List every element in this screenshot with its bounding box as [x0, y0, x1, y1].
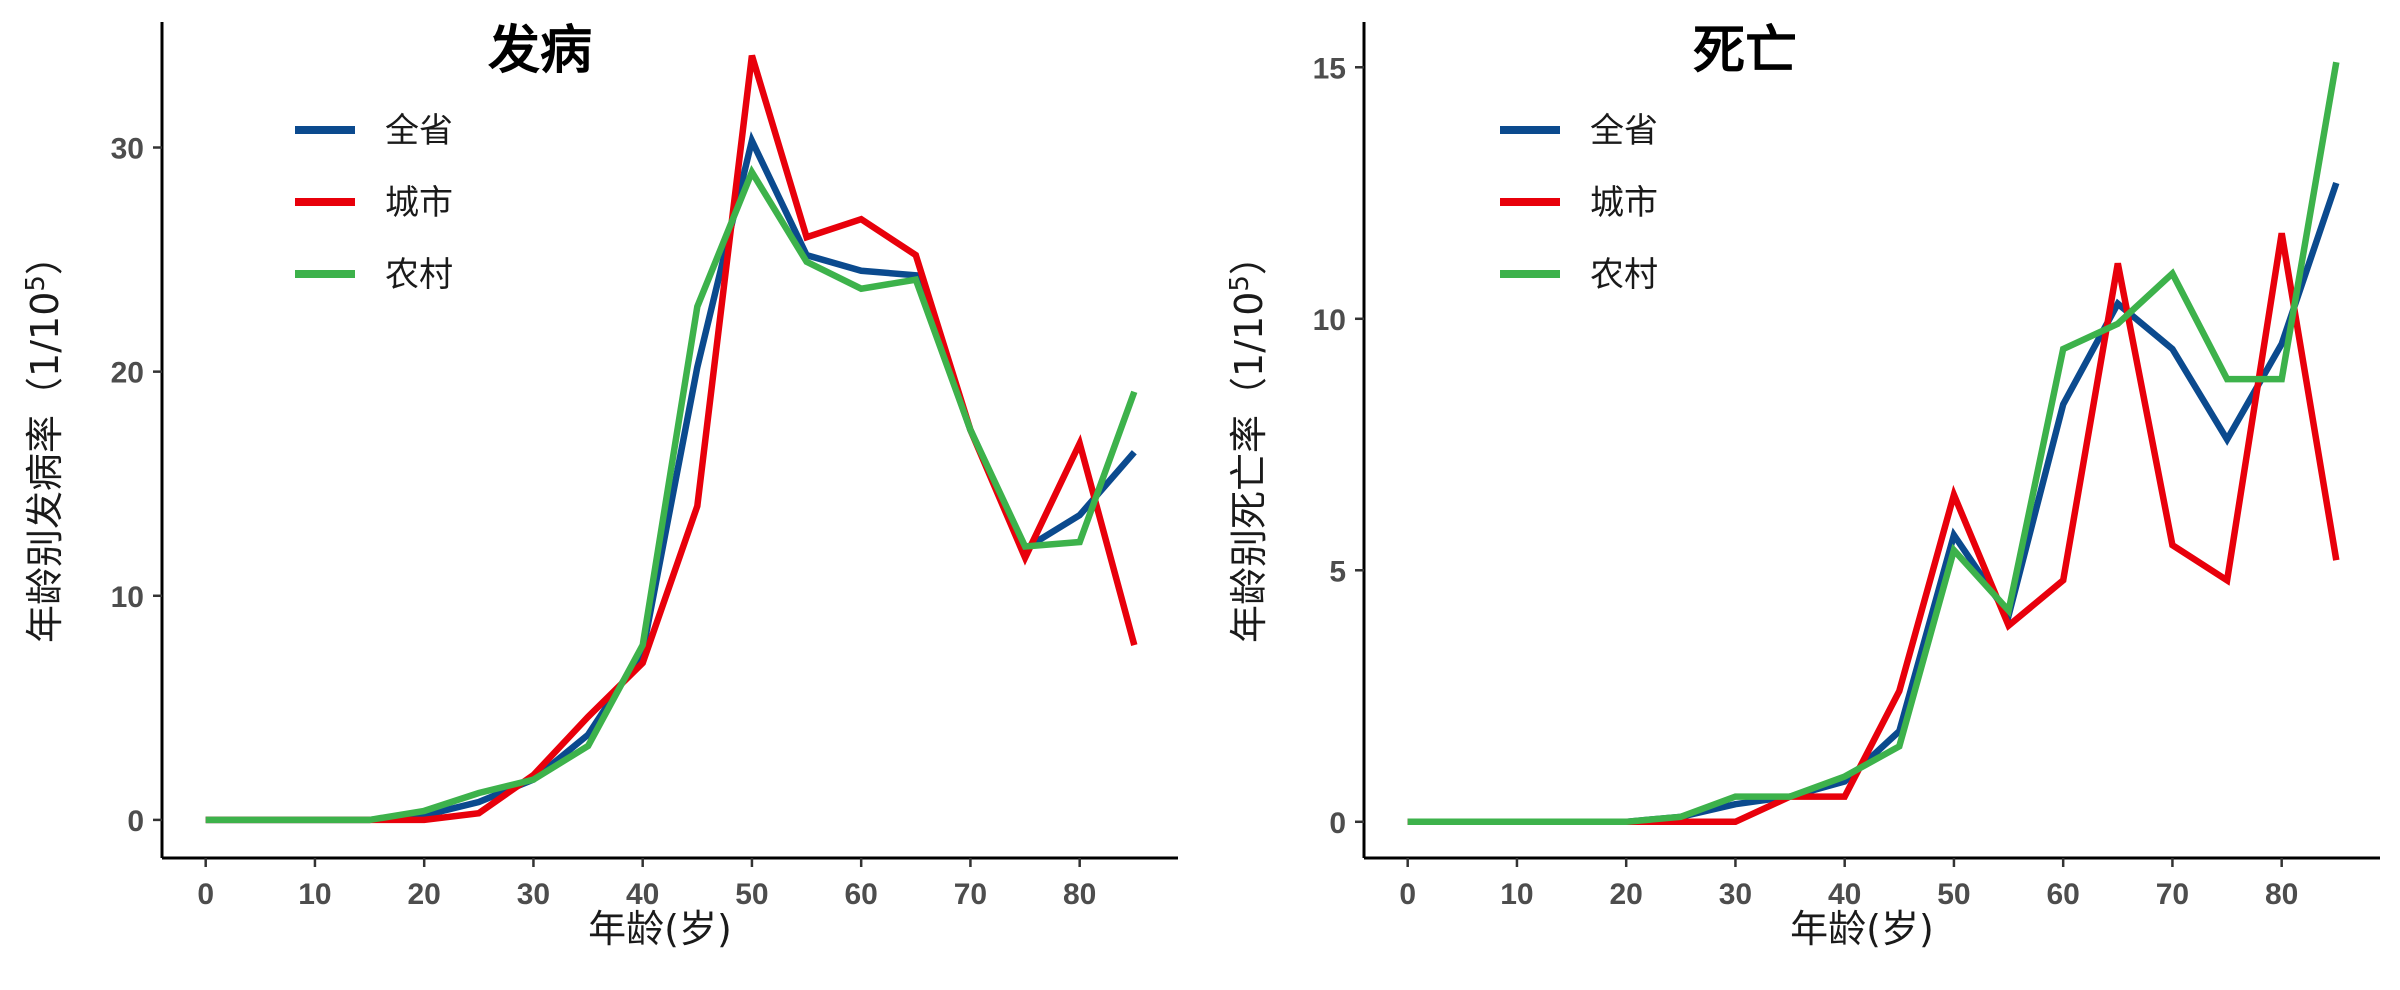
x-tick-label: 40 [1828, 878, 1861, 911]
x-tick-label: 30 [1719, 878, 1752, 911]
y-tick-label: 0 [127, 805, 144, 838]
x-tick-label: 30 [517, 878, 550, 911]
legend-label-1: 全省 [1590, 111, 1658, 151]
series-line-3 [205, 165, 1138, 824]
panel-title: 发病 [488, 21, 592, 81]
legend-label-2: 城市 [385, 183, 453, 223]
x-tick-label: 60 [2046, 878, 2079, 911]
series-line-1 [1407, 181, 2340, 826]
y-axis-title-superscript: 5 [21, 275, 51, 292]
x-tick-label: 10 [1500, 878, 1533, 911]
x-tick-label: 70 [954, 878, 987, 911]
y-tick-label: 20 [111, 357, 144, 390]
x-tick-label: 80 [2265, 878, 2298, 911]
x-tick-label: 70 [2156, 878, 2189, 911]
series-line-2 [205, 54, 1138, 824]
x-tick-label: 40 [626, 878, 659, 911]
y-axis-title-end: ） [1227, 237, 1271, 275]
x-tick-label: 10 [298, 878, 331, 911]
x-tick-label: 80 [1063, 878, 1096, 911]
y-axis-title-superscript: 5 [1225, 275, 1255, 292]
x-tick-label: 20 [1610, 878, 1643, 911]
legend-label-3: 农村 [385, 255, 453, 295]
legend-label-1: 全省 [385, 111, 453, 151]
y-tick-label: 5 [1329, 555, 1346, 588]
y-tick-label: 10 [1313, 304, 1346, 337]
legend-label-2: 城市 [1590, 183, 1658, 223]
x-tick-label: 60 [844, 878, 877, 911]
y-axis-title: 年龄别死亡率（1/105） [1225, 237, 1271, 643]
x-tick-label: 50 [735, 878, 768, 911]
y-axis-title: 年龄别发病率（1/105） [21, 237, 67, 643]
panel-title: 死亡 [1693, 21, 1797, 81]
series-line-3 [1407, 61, 2340, 826]
x-tick-label: 20 [408, 878, 441, 911]
x-axis-title: 年龄(岁) [1790, 907, 1934, 951]
y-tick-label: 15 [1313, 52, 1346, 85]
y-tick-label: 10 [111, 581, 144, 614]
y-tick-label: 0 [1329, 807, 1346, 840]
y-axis-title-end: ） [23, 237, 67, 275]
x-tick-label: 0 [197, 878, 214, 911]
x-axis-title: 年龄(岁) [588, 907, 732, 951]
y-axis-title-main: 年龄别发病率（1/10 [23, 292, 67, 643]
y-tick-label: 30 [111, 133, 144, 166]
y-axis-title-main: 年龄别死亡率（1/10 [1227, 292, 1271, 643]
x-tick-label: 50 [1937, 878, 1970, 911]
legend-label-3: 农村 [1590, 255, 1658, 295]
x-tick-label: 0 [1399, 878, 1416, 911]
